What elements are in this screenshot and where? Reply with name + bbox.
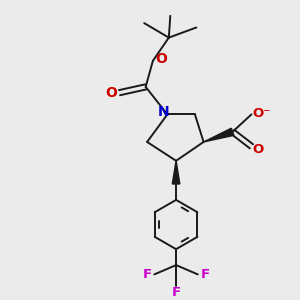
Text: F: F xyxy=(142,268,152,281)
Text: F: F xyxy=(200,268,210,281)
Text: O: O xyxy=(252,143,263,156)
Text: N: N xyxy=(158,105,170,119)
Polygon shape xyxy=(204,128,234,142)
Text: O: O xyxy=(106,86,117,100)
Text: O: O xyxy=(155,52,167,66)
Text: F: F xyxy=(172,286,181,299)
Text: O⁻: O⁻ xyxy=(252,107,271,120)
Polygon shape xyxy=(172,161,180,184)
